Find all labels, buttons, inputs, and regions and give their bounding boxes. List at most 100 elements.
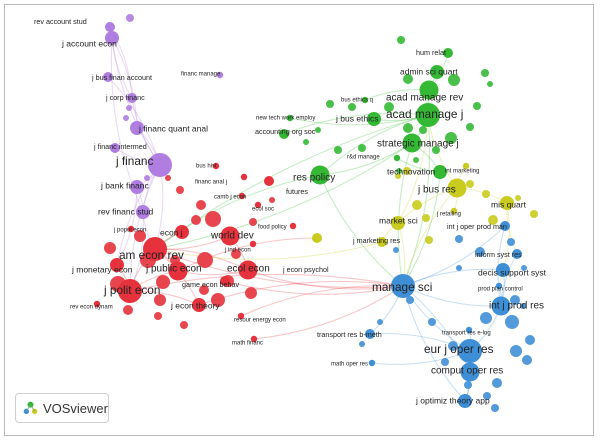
unlabeled-node[interactable] [425,236,433,244]
node-j-optimiz-theory-app[interactable] [458,394,472,408]
unlabeled-node[interactable] [165,175,171,181]
unlabeled-node[interactable] [480,312,492,324]
unlabeled-node[interactable] [358,144,366,152]
unlabeled-node[interactable] [123,115,129,121]
unlabeled-node[interactable] [428,318,436,326]
node-j-monetary-econ[interactable] [110,258,124,272]
node-game-econ-behav[interactable] [220,276,230,286]
unlabeled-node[interactable] [432,146,440,154]
node-j-econ-theory[interactable] [192,298,206,312]
unlabeled-node[interactable] [505,315,519,329]
node-new-tech-work-employ[interactable] [286,114,294,122]
unlabeled-node[interactable] [403,123,413,133]
node-resour-energy-econ[interactable] [237,312,245,320]
unlabeled-node[interactable] [191,215,201,225]
unlabeled-node[interactable] [196,200,206,210]
node-rev-econ-dynam[interactable] [93,300,101,308]
node-admin-sci-quart[interactable] [430,65,444,79]
node-j-bus-res[interactable] [447,178,467,198]
node-eur-j-oper-res[interactable] [458,339,482,363]
unlabeled-node[interactable] [520,303,526,309]
unlabeled-node[interactable] [473,102,481,110]
unlabeled-node[interactable] [448,341,458,351]
unlabeled-node[interactable] [525,335,535,345]
unlabeled-node[interactable] [395,173,401,179]
node-math-financ[interactable] [250,335,258,343]
node-decis-support-syst[interactable] [496,263,510,277]
unlabeled-node[interactable] [334,146,342,154]
unlabeled-node[interactable] [326,100,334,108]
node-camb-j-econ[interactable] [238,192,246,200]
unlabeled-node[interactable] [466,180,474,188]
unlabeled-node[interactable] [445,132,457,144]
unlabeled-node[interactable] [104,242,116,254]
unlabeled-node[interactable] [412,200,422,210]
node-rev-financ-stud[interactable] [136,205,150,219]
node-j-econ-psychol[interactable] [312,233,322,243]
unlabeled-node[interactable] [488,215,498,225]
unlabeled-node[interactable] [491,404,499,412]
node-am-econ-rev[interactable] [143,237,167,261]
node-ecol-econ[interactable] [238,260,258,280]
unlabeled-node[interactable] [144,175,150,181]
unlabeled-node[interactable] [403,74,413,84]
node-econ-j[interactable] [175,225,189,239]
unlabeled-node[interactable] [482,190,490,198]
node-world-dev[interactable] [220,226,240,246]
node-technovation[interactable] [433,165,447,179]
unlabeled-node[interactable] [507,238,515,246]
unlabeled-node[interactable] [315,127,321,133]
unlabeled-node[interactable] [197,252,213,268]
node-food-policy[interactable] [289,222,297,230]
unlabeled-node[interactable] [211,293,225,307]
unlabeled-node[interactable] [156,275,170,289]
node-ecol-soc[interactable] [254,201,262,209]
node-j-retailing[interactable] [450,207,458,215]
node-rev-account-stud[interactable] [105,22,115,32]
unlabeled-node[interactable] [466,123,474,131]
unlabeled-node[interactable] [481,69,489,77]
unlabeled-node[interactable] [303,139,309,145]
node-j-marketing-res[interactable] [377,237,387,247]
node-financ-anal-j[interactable] [240,173,248,181]
node-j-polit-econ[interactable] [118,279,142,303]
node-inform-syst-res[interactable] [512,249,522,259]
node-j-bus-finan-account[interactable] [103,72,113,82]
node-int-marketing[interactable] [462,162,470,170]
unlabeled-node[interactable] [396,168,402,174]
node-j-financ-quant-anal[interactable] [130,121,144,135]
node-transport-res-e-log[interactable] [465,326,473,334]
unlabeled-node[interactable] [422,214,430,222]
unlabeled-node[interactable] [126,14,134,22]
unlabeled-node[interactable] [406,296,414,304]
unlabeled-node[interactable] [510,345,522,357]
unlabeled-node[interactable] [245,287,257,299]
node-j-ind-econ[interactable] [249,240,257,248]
node-j-financ[interactable] [148,153,172,177]
unlabeled-node[interactable] [269,197,275,203]
node-financ-manage[interactable] [216,71,224,79]
unlabeled-node[interactable] [456,265,462,271]
unlabeled-node[interactable] [510,295,520,305]
unlabeled-node[interactable] [419,126,427,134]
unlabeled-node[interactable] [464,381,472,389]
unlabeled-node[interactable] [521,265,527,271]
unlabeled-node[interactable] [249,218,257,226]
unlabeled-node[interactable] [348,103,356,111]
node-futures[interactable] [264,176,274,186]
unlabeled-node[interactable] [403,167,411,175]
node-j-bank-financ[interactable] [130,180,144,194]
node-j-popul-econ[interactable] [127,225,135,233]
node-manage-sci[interactable] [391,274,415,298]
node-j-corp-financ[interactable] [127,93,137,103]
unlabeled-node[interactable] [475,247,485,257]
node-r-d-manage[interactable] [393,154,401,162]
node-market-sci[interactable] [391,216,405,230]
unlabeled-node[interactable] [359,341,365,347]
unlabeled-node[interactable] [205,211,221,227]
unlabeled-node[interactable] [455,235,463,243]
node-int-j-prod-res[interactable] [491,296,511,316]
unlabeled-node[interactable] [393,247,399,253]
node-acad-manage-j[interactable] [416,103,440,127]
